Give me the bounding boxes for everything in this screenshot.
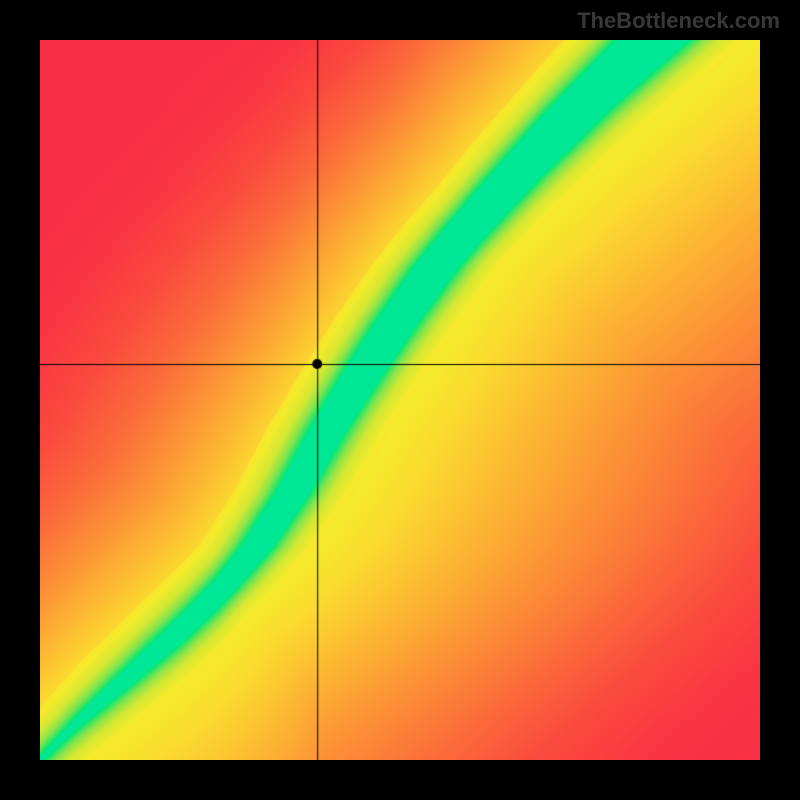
heatmap-chart [40,40,760,760]
watermark-text: TheBottleneck.com [577,8,780,34]
heatmap-canvas [40,40,760,760]
